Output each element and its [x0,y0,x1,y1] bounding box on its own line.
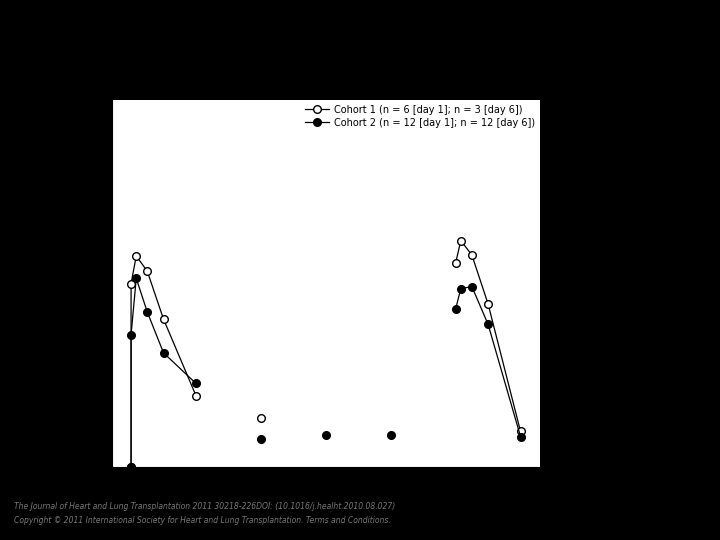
Text: The Journal of Heart and Lung Transplantation 2011 30218-226DOI: (10.1016/j.heal: The Journal of Heart and Lung Transplant… [14,502,396,511]
X-axis label: Time After First Dose (Days): Time After First Dose (Days) [238,493,413,506]
Text: Copyright © 2011 International Society for Heart and Lung Transplantation. Terms: Copyright © 2011 International Society f… [14,516,391,525]
Legend: Cohort 1 (n = 6 [day 1]; n = 3 [day 6]), Cohort 2 (n = 12 [day 1]; n = 12 [day 6: Cohort 1 (n = 6 [day 1]; n = 3 [day 6]),… [305,105,535,127]
Y-axis label: Mean Rivaroxaban Plasma Concentration (ng/ml): Mean Rivaroxaban Plasma Concentration (n… [65,146,74,421]
Text: Figure 1: Figure 1 [335,16,385,29]
